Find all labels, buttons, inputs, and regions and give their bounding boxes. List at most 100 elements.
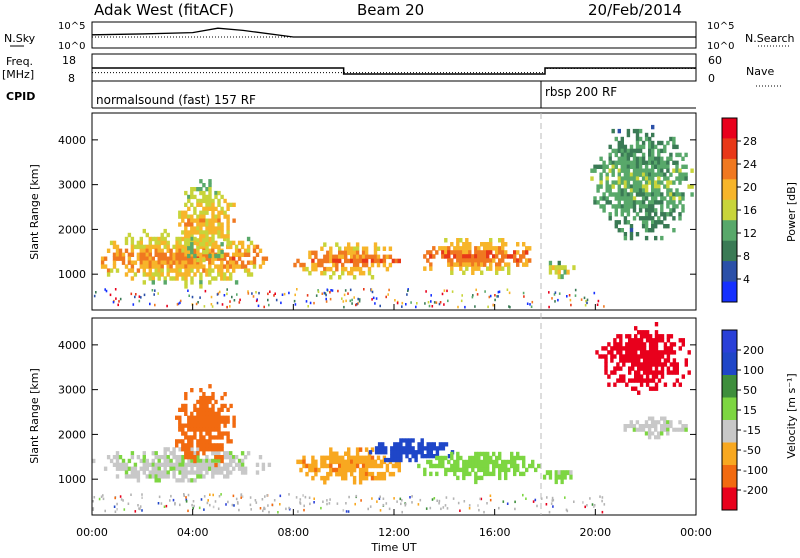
- echo-cell: [196, 411, 200, 416]
- echo-cell: [648, 386, 653, 391]
- echo-cell: [660, 148, 664, 154]
- echo-cell: [332, 262, 336, 268]
- echo-cell: [226, 226, 230, 231]
- echo-cell: [202, 222, 206, 227]
- echo-cell: [417, 442, 421, 447]
- echo-cell: [654, 235, 658, 241]
- echo-cell: [229, 244, 233, 250]
- echo-cell: [130, 466, 135, 471]
- echo-cell: [471, 254, 475, 259]
- echo-cell: [211, 470, 215, 475]
- echo-cell: [379, 463, 384, 469]
- echo-cell: [352, 480, 357, 485]
- echo-cell: [657, 334, 662, 339]
- echo-cell: [196, 222, 200, 227]
- echo-cell: [181, 256, 185, 261]
- echo-cell: [154, 474, 158, 479]
- echo-cell: [379, 459, 384, 465]
- echo-cell: [160, 470, 164, 475]
- echo-cell: [130, 455, 135, 460]
- echo-cell: [199, 256, 203, 261]
- echo-cell: [498, 262, 502, 267]
- echo-cell: [644, 196, 649, 201]
- echo-cell: [323, 463, 327, 469]
- echo-cell: [681, 342, 685, 347]
- echo-cell: [220, 415, 224, 420]
- speckle-cell: [105, 289, 108, 293]
- echo-cell: [202, 423, 206, 428]
- echo-cell: [267, 462, 272, 467]
- speckle-cell: [425, 290, 427, 293]
- echo-cell: [109, 458, 114, 464]
- echo-cell: [370, 262, 375, 268]
- echo-cell: [240, 260, 245, 265]
- speckle-cell: [446, 289, 448, 293]
- echo-cell: [492, 471, 496, 477]
- echo-cell: [635, 420, 640, 425]
- echo-cell: [358, 467, 363, 473]
- echo-cell: [631, 338, 635, 343]
- echo-cell: [635, 192, 640, 197]
- echo-cell: [513, 467, 517, 473]
- echo-cell: [614, 220, 618, 225]
- echo-cell: [602, 164, 606, 169]
- speckle-cell: [112, 300, 115, 304]
- echo-cell: [151, 272, 155, 277]
- speckle-cell: [435, 301, 438, 304]
- echo-cell: [223, 198, 227, 204]
- echo-cell: [364, 467, 369, 473]
- echo-cell: [163, 280, 167, 285]
- echo-cell: [450, 451, 454, 457]
- echo-cell: [614, 164, 618, 169]
- echo-cell: [651, 192, 655, 197]
- echo-cell: [560, 479, 564, 485]
- echo-cell: [154, 240, 158, 246]
- speckle-cell: [210, 295, 213, 299]
- echo-cell: [651, 208, 655, 213]
- echo-cell: [474, 475, 478, 481]
- echo-cell: [220, 268, 224, 273]
- echo-cell: [157, 236, 161, 242]
- echo-cell: [237, 462, 242, 467]
- echo-cell: [214, 415, 218, 420]
- echo-cell: [672, 362, 677, 367]
- echo-cell: [208, 230, 212, 235]
- speckle-cell: [139, 505, 142, 508]
- echo-cell: [214, 218, 218, 223]
- echo-cell: [178, 268, 182, 273]
- speckle-cell: [431, 305, 434, 308]
- echo-cell: [193, 462, 197, 467]
- freq-series-line: [92, 67, 696, 75]
- echo-cell: [623, 152, 628, 158]
- speckle-cell: [132, 303, 135, 306]
- echo-cell: [190, 411, 194, 416]
- echo-cell: [344, 451, 348, 456]
- echo-cell: [438, 463, 442, 469]
- echo-cell: [217, 256, 221, 261]
- echo-cell: [234, 462, 239, 467]
- echo-cell: [293, 262, 297, 268]
- speckle-cell: [522, 291, 525, 295]
- speckle-cell: [345, 502, 347, 505]
- echo-cell: [181, 427, 185, 432]
- echo-cell: [641, 200, 646, 205]
- echo-cell: [305, 266, 309, 272]
- echo-cell: [193, 236, 197, 242]
- echo-cell: [329, 266, 333, 272]
- echo-cell: [226, 252, 230, 257]
- speckle-cell: [417, 503, 420, 506]
- echo-cell: [660, 140, 664, 146]
- echo-cell: [347, 246, 351, 251]
- echo-cell: [217, 198, 221, 204]
- echo-cell: [669, 362, 674, 367]
- echo-cell: [181, 407, 185, 412]
- echo-cell: [214, 206, 218, 211]
- echo-cell: [139, 260, 143, 265]
- speckle-cell: [551, 499, 554, 502]
- echo-cell: [675, 370, 679, 375]
- echo-cell: [382, 254, 387, 260]
- echo-cell: [199, 272, 203, 277]
- echo-cell: [127, 252, 132, 257]
- speckle-cell: [279, 503, 281, 506]
